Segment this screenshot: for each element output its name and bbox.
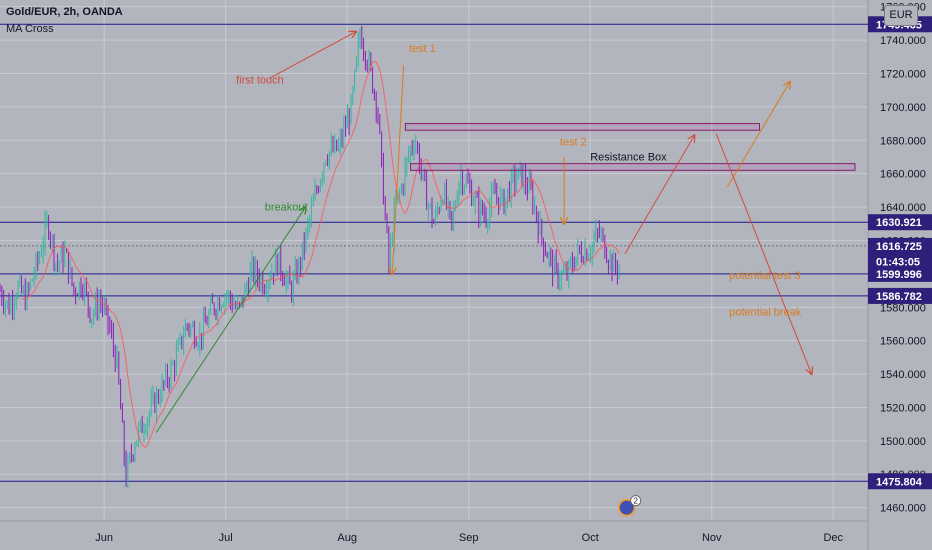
x-tick-label: Jun (95, 532, 113, 544)
annotation-arrow (726, 82, 789, 188)
x-tick-label: Oct (582, 532, 599, 544)
y-tick-label: 1520.000 (880, 402, 926, 414)
price-label-bg (868, 253, 932, 270)
indicator-label[interactable]: MA Cross (6, 23, 54, 35)
price-label-bg (868, 287, 932, 304)
annotation-label: breakout (265, 201, 308, 213)
annotation-label: potential break (729, 307, 802, 319)
currency-button[interactable]: EUR (884, 5, 918, 26)
event-count-badge (630, 495, 642, 507)
y-tick-label: 1560.000 (880, 336, 926, 348)
x-tick-label: Sep (459, 532, 479, 544)
price-label: 01:43:05 (876, 256, 920, 268)
price-label: 1599.996 (876, 269, 922, 281)
price-label: 1630.921 (876, 217, 922, 229)
y-tick-label: 1660.000 (880, 169, 926, 181)
y-tick-label: 1460.000 (880, 503, 926, 515)
price-label: 1475.804 (876, 476, 923, 488)
annotation-label: potential test 3 (729, 270, 801, 282)
price-label-bg (868, 237, 932, 254)
x-tick-label: Nov (702, 532, 722, 544)
y-tick-label: 1640.000 (880, 202, 926, 214)
annotation-label: first touch (236, 74, 284, 86)
annotation-arrow (624, 135, 694, 255)
annotation-arrow (268, 32, 356, 79)
event-count: 2 (633, 497, 638, 506)
annotation-arrow (155, 207, 305, 433)
x-tick-label: Aug (337, 532, 357, 544)
annotation-arrow (715, 133, 811, 374)
price-label-bg (868, 473, 932, 490)
annotation-label: Resistance Box (590, 151, 667, 163)
y-tick-label: 1680.000 (880, 135, 926, 147)
y-tick-label: 1580.000 (880, 302, 926, 314)
y-tick-label: 1500.000 (880, 436, 926, 448)
price-label-bg (868, 214, 932, 231)
annotation-label: test 2 (560, 136, 587, 148)
annotation-label: test 1 (409, 43, 436, 55)
resistance-box (410, 163, 856, 171)
y-tick-label: 1720.000 (880, 68, 926, 80)
price-label-bg (868, 265, 932, 282)
y-tick-label: 1700.000 (880, 102, 926, 114)
event-badge (617, 498, 636, 517)
ma-line (21, 61, 620, 448)
x-tick-label: Dec (823, 532, 843, 544)
symbol-title[interactable]: Gold/EUR, 2h, OANDA (6, 6, 123, 18)
resistance-box (404, 123, 760, 131)
y-tick-label: 1740.000 (880, 35, 926, 47)
price-label: 1586.782 (876, 291, 922, 303)
y-tick-label: 1540.000 (880, 369, 926, 381)
annotation-arrow (392, 65, 405, 274)
x-tick-label: Jul (219, 532, 233, 544)
price-label: 1616.725 (876, 241, 922, 253)
